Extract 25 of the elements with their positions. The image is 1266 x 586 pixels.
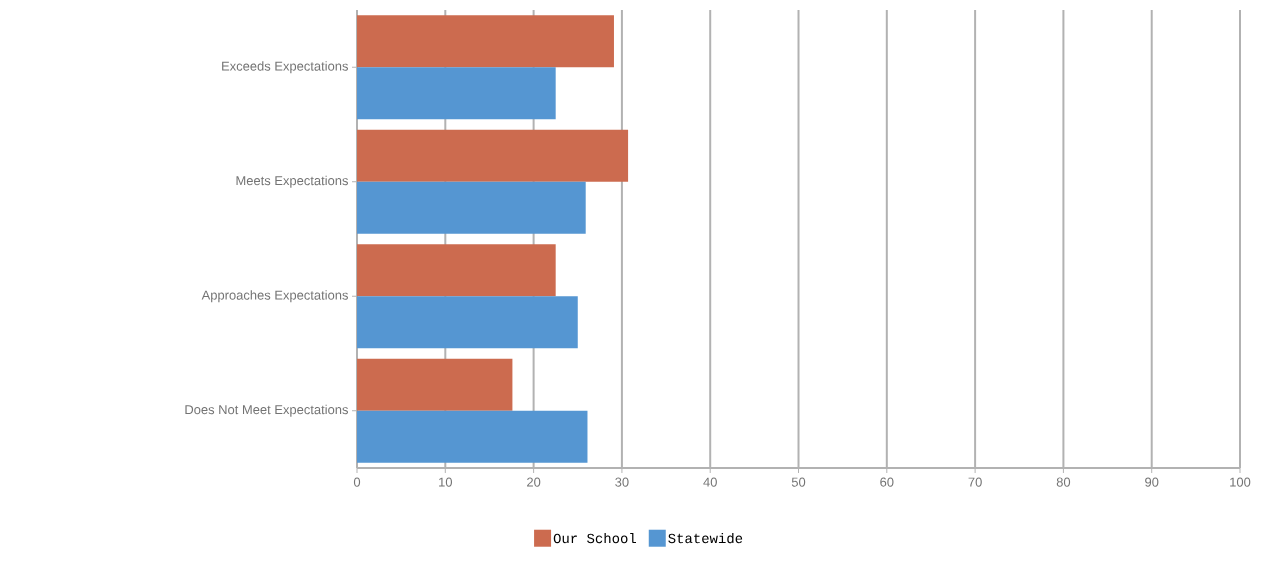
y-tick-label: Meets Expectations: [236, 175, 349, 188]
y-tick-label: Does Not Meet Expectations: [185, 404, 348, 417]
x-tick-label: 60: [880, 477, 894, 487]
x-tick-label: 100: [1230, 477, 1251, 487]
bar: [357, 67, 556, 120]
x-tick-label: 50: [791, 477, 806, 487]
bar: [357, 410, 588, 463]
bar: [357, 15, 614, 68]
x-tick-label: 0: [353, 477, 361, 487]
x-tick-label: 30: [615, 477, 629, 487]
legend-label: Our School: [553, 532, 636, 544]
x-tick-label: 80: [1056, 477, 1071, 487]
x-tick-label: 40: [703, 477, 717, 487]
legend-label: Statewide: [668, 532, 743, 544]
bar: [357, 358, 513, 411]
x-tick-label: 20: [527, 477, 541, 487]
bar: [357, 181, 586, 234]
y-tick-label: Approaches Expectations: [201, 290, 348, 303]
x-tick-label: 70: [968, 477, 982, 487]
bar: [357, 244, 556, 297]
y-tick-label: Exceeds Expectations: [222, 61, 348, 74]
x-tick-label: 10: [439, 477, 453, 487]
bar: [357, 129, 629, 182]
x-tick-label: 90: [1145, 477, 1159, 487]
bar: [357, 296, 578, 349]
